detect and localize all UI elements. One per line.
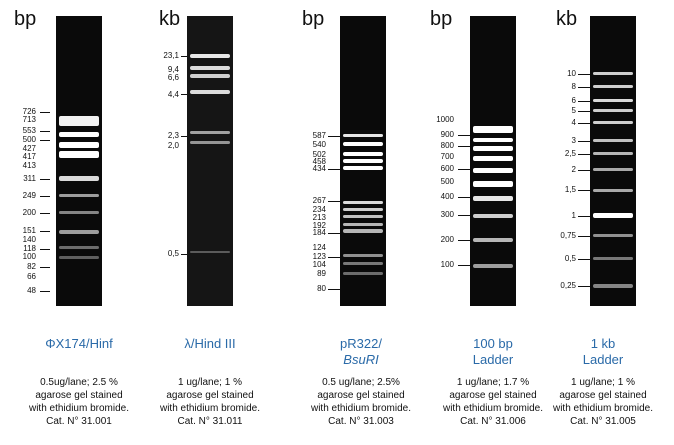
marker-label: 82: [27, 262, 36, 271]
marker-label: 0,5: [564, 254, 576, 263]
lane-1kb-ladder: kb 10 8 6 5 4 3 2,5 2 1,5 1 0,75 0,5 0,2…: [536, 0, 666, 445]
gel-image: [590, 16, 636, 306]
marker-label: 5: [571, 106, 576, 115]
marker-label: 140: [22, 235, 36, 244]
marker-label: 2,3: [167, 131, 179, 140]
marker-label: 900: [440, 130, 454, 139]
unit-label: kb: [159, 8, 181, 30]
marker-label: 151: [22, 226, 36, 235]
marker-label: 700: [440, 152, 454, 161]
marker-label: 413: [22, 161, 36, 170]
lane-100bp-ladder: bp 1000 900 800 700 600 500 400 300 200 …: [408, 0, 543, 445]
marker-label: 249: [22, 191, 36, 200]
marker-label: 192: [312, 221, 326, 230]
marker-label: 1: [571, 211, 576, 220]
marker-label: 311: [23, 174, 36, 183]
marker-label: 66: [27, 272, 36, 281]
marker-label: 6,6: [167, 73, 179, 82]
marker-label: 6: [571, 96, 576, 105]
marker-label: 124: [312, 243, 326, 252]
gel-image: [470, 16, 516, 306]
marker-label: 1,5: [564, 185, 576, 194]
marker-label: 300: [440, 210, 454, 219]
marker-label: 417: [22, 152, 36, 161]
marker-label: 48: [27, 286, 36, 295]
marker-label: 118: [23, 244, 36, 253]
unit-label: kb: [556, 8, 578, 30]
marker-label: 1000: [436, 115, 454, 124]
marker-label: 2,5: [564, 149, 576, 158]
marker-label: 123: [312, 252, 326, 261]
marker-label: 2,0: [167, 141, 179, 150]
marker-label: 23,1: [163, 51, 179, 60]
ladder-name: λ/Hind III: [184, 336, 236, 351]
marker-label: 800: [440, 141, 454, 150]
marker-label: 100: [440, 260, 454, 269]
gel-image: [187, 16, 233, 306]
lane-phix174: bp 726 713 553 500 427 417 413 311 249 2…: [0, 0, 130, 445]
ladder-name: 1 kb Ladder: [582, 336, 624, 367]
marker-label: 3: [571, 136, 576, 145]
marker-label: 458: [312, 157, 326, 166]
marker-label: 267: [312, 196, 326, 205]
marker-label: 100: [22, 252, 36, 261]
marker-label: 600: [440, 164, 454, 173]
marker-label: 200: [22, 208, 36, 217]
marker-label: 234: [312, 205, 326, 214]
unit-label: bp: [430, 8, 453, 30]
marker-label: 726: [22, 107, 36, 116]
marker-label: 213: [312, 213, 326, 222]
ladder-description: 1 ug/lane; 1 % agarose gel stained with …: [159, 377, 261, 427]
marker-label: 434: [312, 164, 326, 173]
ladder-name: pR322/ BsuRI: [340, 336, 382, 367]
ladder-description: 1 ug/lane; 1.7 % agarose gel stained wit…: [442, 377, 544, 427]
marker-label: 80: [317, 284, 326, 293]
marker-label: 89: [317, 269, 326, 278]
marker-label: 104: [312, 260, 326, 269]
lane-lambda-hindiii: kb 23,1 9,4 6,6 4,4 2,3 2,0 0,5 λ/Hind I…: [135, 0, 265, 445]
unit-label: bp: [302, 8, 325, 30]
marker-label: 2: [571, 165, 576, 174]
marker-label: 0,25: [560, 281, 576, 290]
gel-image: [56, 16, 102, 306]
marker-label: 9,4: [167, 65, 179, 74]
lane-pr322-bsuri: bp 587 540 502 458 434 267 234 213 192 1…: [280, 0, 411, 445]
marker-label: 10: [567, 69, 576, 78]
marker-label: 500: [440, 177, 454, 186]
marker-label: 184: [312, 228, 326, 237]
marker-label: 427: [22, 144, 36, 153]
marker-label: 8: [571, 82, 576, 91]
marker-label: 502: [312, 150, 326, 159]
marker-label: 587: [312, 131, 326, 140]
gel-image: [340, 16, 386, 306]
ladder-name: 100 bp Ladder: [472, 336, 514, 367]
marker-label: 0,75: [560, 231, 576, 240]
marker-label: 713: [22, 115, 36, 124]
marker-label: 500: [22, 135, 36, 144]
ladder-description: 0.5 ug/lane; 2.5% agarose gel stained wi…: [310, 377, 412, 427]
marker-label: 400: [440, 192, 454, 201]
marker-label: 0,5: [167, 249, 179, 258]
marker-label: 200: [440, 235, 454, 244]
ladder-description: 1 ug/lane; 1 % agarose gel stained with …: [552, 377, 654, 427]
marker-label: 540: [312, 140, 326, 149]
marker-label: 4: [571, 118, 576, 127]
ladder-name: ΦX174/Hinf: [45, 336, 113, 351]
marker-label: 553: [22, 126, 36, 135]
marker-label: 4,4: [167, 90, 179, 99]
ladder-description: 0.5ug/lane; 2.5 % agarose gel stained wi…: [28, 377, 130, 427]
unit-label: bp: [14, 8, 37, 30]
